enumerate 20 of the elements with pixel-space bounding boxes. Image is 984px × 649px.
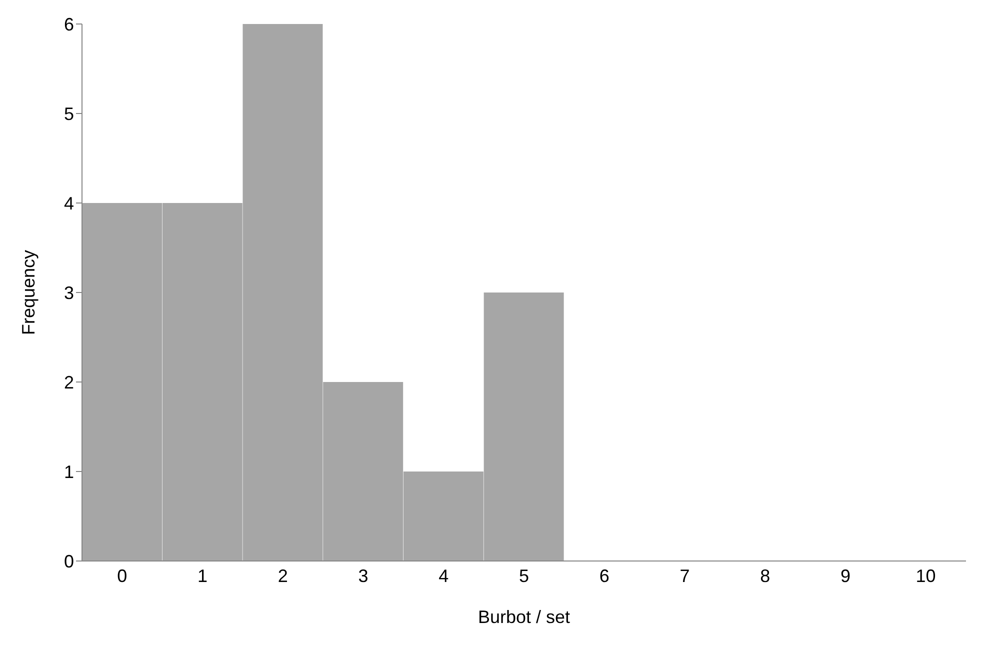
y-tick-label: 3 [64,282,74,303]
y-tick-label: 5 [64,104,74,124]
y-tick-label: 2 [64,372,74,392]
y-axis-title: Frequency [18,250,38,336]
x-tick-label: 3 [358,566,368,586]
x-tick-label: 9 [840,566,850,586]
x-tick-label: 10 [916,566,936,586]
x-tick-label: 0 [117,566,128,586]
x-tick-label: 4 [438,566,449,586]
x-tick-label: 7 [680,566,690,586]
y-tick-label: 1 [64,462,74,482]
x-tick-label: 8 [760,566,770,586]
y-tick-label: 4 [64,193,74,214]
x-tick-label: 5 [518,566,530,586]
y-tick-label: 0 [64,551,74,572]
x-tick-label: 1 [198,566,208,586]
y-tick-label: 6 [64,14,74,34]
x-tick-label: 6 [599,566,610,586]
x-axis-title: Burbot / set [478,607,570,627]
x-tick-label: 2 [278,566,288,586]
